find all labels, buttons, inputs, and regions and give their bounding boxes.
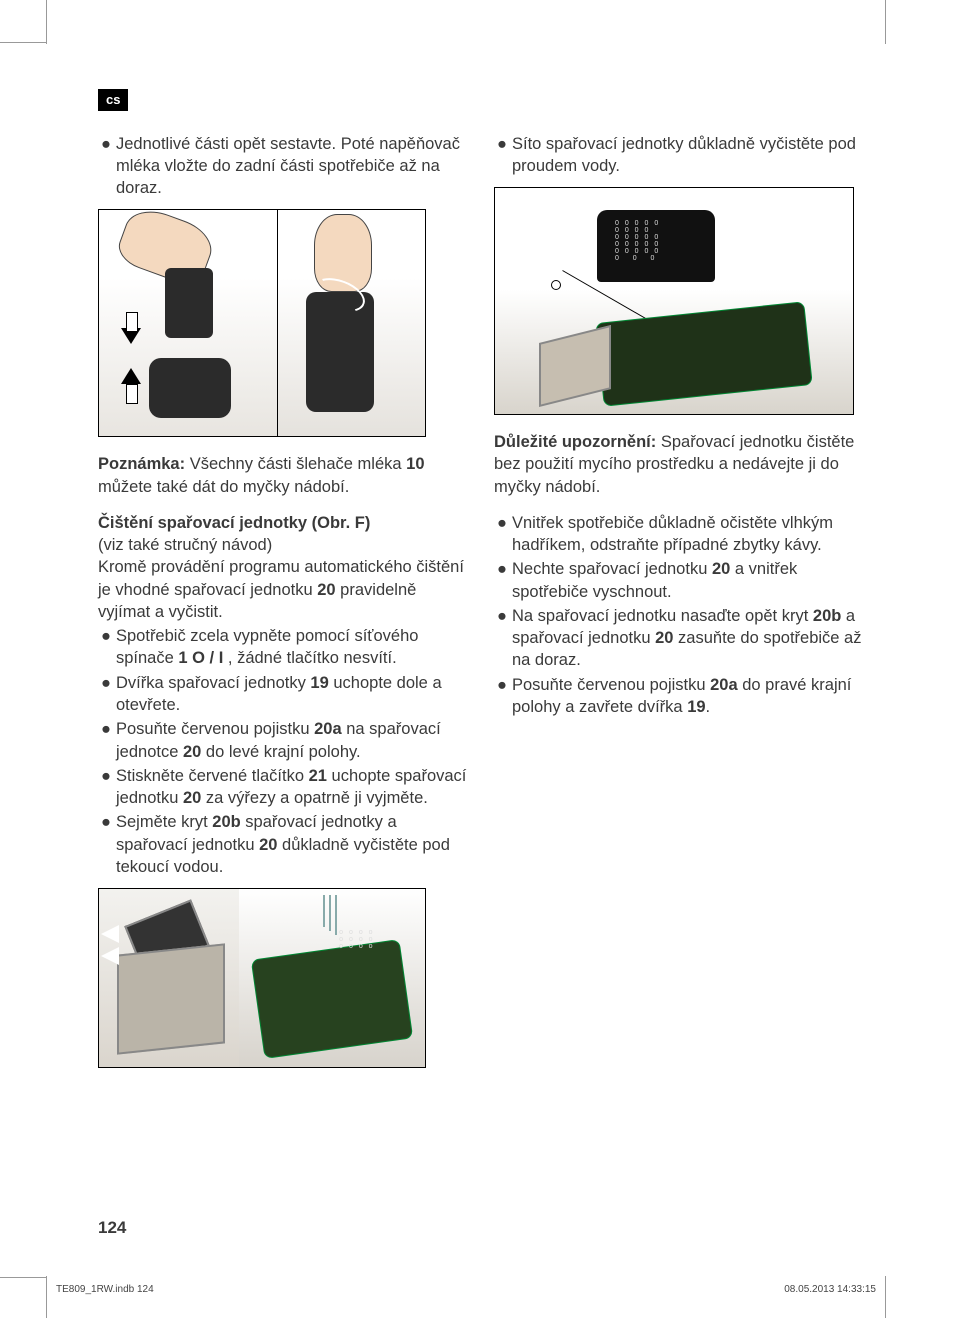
crop-mark	[0, 1277, 46, 1278]
note-paragraph: Poznámka: Všechny části šlehače mléka 10…	[98, 453, 468, 498]
left-column: ● Jednotlivé části opět sestavte. Poté n…	[98, 133, 468, 1085]
bullet-item: ● Jednotlivé části opět sestavte. Poté n…	[98, 133, 468, 200]
text: Na spařovací jednotku nasaďte opět kryt	[512, 607, 813, 625]
ref-number: 20a	[710, 676, 738, 694]
ref-number: 20	[183, 743, 201, 761]
figure-brewing-unit-rinse: o o o oo o o oo o o o	[98, 888, 426, 1068]
page-number: 124	[98, 1217, 126, 1240]
text: Posuňte červenou pojistku	[512, 676, 710, 694]
text: Dvířka spařovací jednotky	[116, 674, 310, 692]
note-text: Všechny části šlehače mléka	[185, 455, 406, 473]
print-footer: TE809_1RW.indb 124 08.05.2013 14:33:15	[56, 1283, 876, 1297]
text: Stiskněte červené tlačítko	[116, 767, 309, 785]
ref-number: 19	[310, 674, 328, 692]
page-content: cs ● Jednotlivé části opět sestavte. Pot…	[98, 88, 864, 1084]
bullet-item: ● Síto spařovací jednotky důkladně vyčis…	[494, 133, 864, 178]
heading-text: Čištění spařovací jednotky (Obr. F)	[98, 512, 468, 534]
bullet-text: Na spařovací jednotku nasaďte opět kryt …	[512, 605, 864, 672]
bullet-text: Posuňte červenou pojistku 20a na spařo­v…	[116, 718, 468, 763]
language-tag: cs	[98, 89, 128, 111]
ref-number: 20	[259, 836, 277, 854]
bullet-item: ● Spotřebič zcela vypněte pomocí síťovéh…	[98, 625, 468, 670]
bullet-dot: ●	[494, 558, 512, 603]
bullet-dot: ●	[494, 512, 512, 557]
text: Sejměte kryt	[116, 813, 212, 831]
bullet-item: ● Posuňte červenou pojistku 20a na spařo…	[98, 718, 468, 763]
ref-number: 10	[406, 455, 424, 473]
figure-panel: o o o oo o o oo o o o	[239, 889, 425, 1067]
bullet-dot: ●	[494, 674, 512, 719]
text: Nechte spařovací jednotku	[512, 560, 712, 578]
section-heading: Čištění spařovací jednotky (Obr. F) (viz…	[98, 512, 468, 557]
crop-mark	[46, 1276, 47, 1318]
bullet-item: ● Vnitřek spotřebiče důkladně očistěte v…	[494, 512, 864, 557]
bullet-item: ● Sejměte kryt 20b spařovací jednotky a …	[98, 811, 468, 878]
bullet-text: Stiskněte červené tlačítko 21 uchopte sp…	[116, 765, 468, 810]
bullet-text: Spotřebič zcela vypněte pomocí síťového …	[116, 625, 468, 670]
bullet-text: Dvířka spařovací jednotky 19 uchopte dol…	[116, 672, 468, 717]
ref-number: 1 O / I	[178, 649, 223, 667]
bullet-dot: ●	[98, 811, 116, 878]
bullet-dot: ●	[98, 718, 116, 763]
note-text: můžete také dát do myčky nádobí.	[98, 478, 349, 496]
warning-paragraph: Důležité upozornění: Spařovací jednotku …	[494, 431, 864, 498]
bullet-text: Sejměte kryt 20b spařovací jednotky a sp…	[116, 811, 468, 878]
ref-number: 20	[712, 560, 730, 578]
bullet-dot: ●	[98, 625, 116, 670]
bullet-text: Nechte spařovací jednotku 20 a vnitřek s…	[512, 558, 864, 603]
ref-number: 19	[687, 698, 705, 716]
text: , žádné tlačítko nesvítí.	[223, 649, 396, 667]
ref-number: 20b	[212, 813, 240, 831]
text: za výřezy a opatrně ji vyjměte.	[201, 789, 428, 807]
ref-number: 21	[309, 767, 327, 785]
bullet-dot: ●	[98, 765, 116, 810]
bullet-text: Síto spařovací jednotky důkladně vyčistě…	[512, 133, 864, 178]
footer-timestamp: 08.05.2013 14:33:15	[784, 1283, 876, 1297]
ref-number: 20	[317, 581, 335, 599]
note-label: Poznámka:	[98, 455, 185, 473]
bullet-text: Jednotlivé části opět sestavte. Poté nap…	[116, 133, 468, 200]
figure-milk-frother-assembly	[98, 209, 426, 437]
crop-mark	[885, 1276, 886, 1318]
warning-label: Důležité upozornění:	[494, 433, 656, 451]
bullet-dot: ●	[98, 133, 116, 200]
crop-mark	[46, 0, 47, 44]
bullet-text: Vnitřek spotřebiče důkladně očistěte vlh…	[512, 512, 864, 557]
text: do levé krajní polohy.	[201, 743, 360, 761]
bullet-text: Posuňte červenou pojistku 20a do pravé k…	[512, 674, 864, 719]
ref-number: 20b	[813, 607, 841, 625]
subheading-text: (viz také stručný návod)	[98, 534, 468, 556]
bullet-item: ● Nechte spařovací jednotku 20 a vnitřek…	[494, 558, 864, 603]
crop-mark	[0, 42, 46, 43]
figure-panel	[99, 210, 278, 436]
text: Posuňte červenou pojistku	[116, 720, 314, 738]
bullet-dot: ●	[494, 605, 512, 672]
bullet-dot: ●	[494, 133, 512, 178]
ref-number: 20	[183, 789, 201, 807]
paragraph: Kromě provádění programu automatického č…	[98, 556, 468, 623]
figure-panel	[278, 210, 425, 436]
bullet-dot: ●	[98, 672, 116, 717]
two-column-layout: ● Jednotlivé části opět sestavte. Poté n…	[98, 133, 864, 1085]
footer-file: TE809_1RW.indb 124	[56, 1283, 154, 1297]
bullet-item: ● Stiskněte červené tlačítko 21 uchopte …	[98, 765, 468, 810]
right-column: ● Síto spařovací jednotky důkladně vyčis…	[494, 133, 864, 1085]
figure-sieve-closeup: 0 0 0 0 00 0 0 00 0 0 0 00 0 0 0 00 0 0 …	[494, 187, 854, 415]
bullet-item: ● Posuňte červenou pojistku 20a do pravé…	[494, 674, 864, 719]
ref-number: 20	[655, 629, 673, 647]
ref-number: 20a	[314, 720, 342, 738]
text: .	[706, 698, 711, 716]
figure-panel	[99, 889, 239, 1067]
crop-mark	[885, 0, 886, 44]
bullet-item: ● Na spařovací jednotku nasaďte opět kry…	[494, 605, 864, 672]
bullet-item: ● Dvířka spařovací jednotky 19 uchopte d…	[98, 672, 468, 717]
